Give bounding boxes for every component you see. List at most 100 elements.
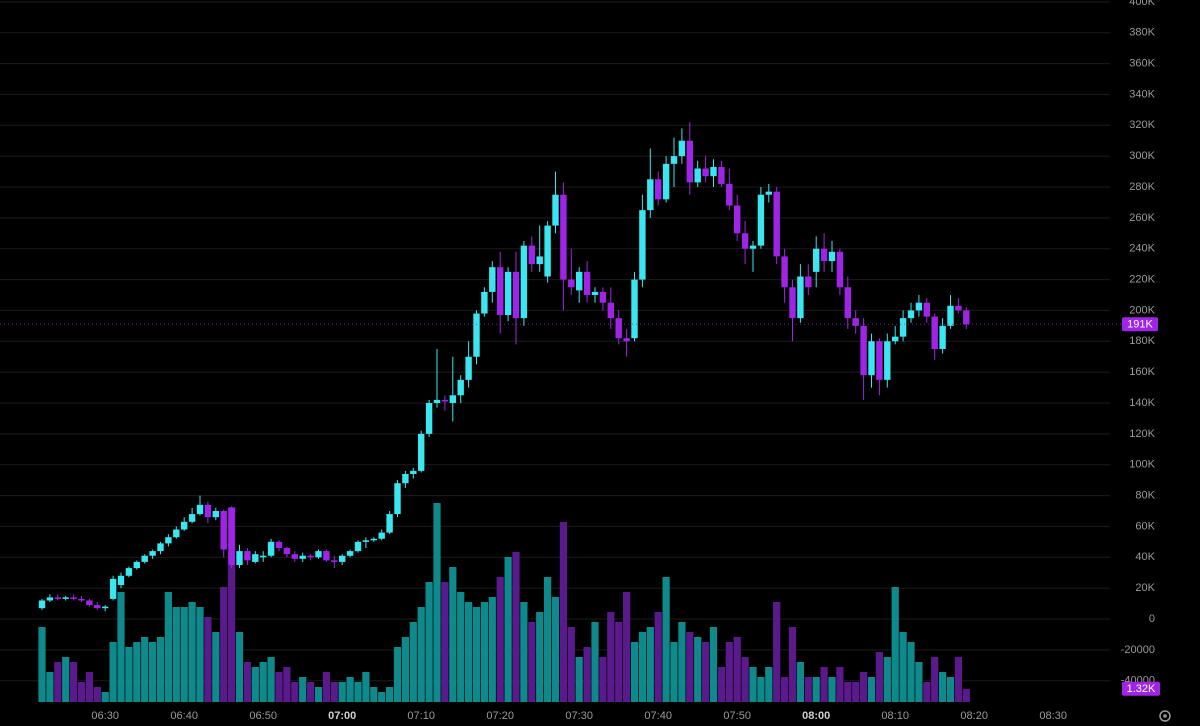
volume-bar: [101, 692, 109, 702]
volume-bar: [62, 657, 70, 702]
volume-bar: [528, 622, 536, 702]
volume-bar: [156, 637, 165, 702]
candle-body: [141, 555, 148, 562]
candle-body: [797, 276, 804, 319]
candle-body: [173, 529, 180, 538]
y-tick-label: 140K: [1129, 397, 1155, 409]
candle-body: [639, 210, 646, 280]
settings-gear-center[interactable]: [1163, 714, 1167, 718]
volume-bar: [623, 592, 631, 702]
candle-body: [188, 514, 196, 522]
last-volume-tag: [1122, 681, 1160, 696]
candle-body: [425, 402, 433, 434]
y-tick-label: 240K: [1129, 243, 1155, 255]
candle-body: [418, 433, 425, 471]
candle-body: [362, 540, 370, 542]
candle-body: [86, 600, 93, 606]
settings-gear[interactable]: [1159, 710, 1171, 722]
candle-body: [718, 166, 725, 184]
volume-bar: [441, 582, 449, 702]
volume-bar: [709, 627, 718, 702]
volume-bar: [70, 662, 78, 702]
candle-body: [868, 341, 875, 376]
candle-body: [228, 507, 235, 565]
volume-bar: [583, 647, 591, 702]
last-volume-label: 1.32K: [1127, 683, 1156, 695]
volume-bar: [702, 642, 710, 702]
y-tick-label: 40K: [1135, 551, 1155, 563]
volume-bar: [109, 642, 117, 702]
candle-body: [291, 554, 298, 559]
candle-body: [109, 578, 117, 599]
y-tick-label: 60K: [1135, 520, 1155, 532]
candle-body: [267, 541, 275, 556]
x-tick-label: 07:10: [407, 710, 435, 722]
volume-bar: [54, 662, 62, 702]
candle-body: [504, 271, 512, 316]
volume-bar: [322, 672, 330, 702]
y-tick-label: 100K: [1129, 459, 1155, 471]
volume-bar: [686, 632, 694, 702]
candle-body: [339, 555, 346, 562]
volume-bar: [820, 667, 828, 702]
volume-bar: [180, 607, 188, 702]
candle-body: [386, 514, 393, 533]
volume-bar: [496, 577, 504, 702]
y-tick-label: 0: [1149, 613, 1155, 625]
candle-body: [117, 575, 125, 586]
volume-bar: [77, 682, 86, 702]
candle-body: [370, 538, 377, 541]
x-tick-label: 08:20: [960, 710, 988, 722]
candle-body: [433, 399, 441, 403]
volume-bar: [860, 672, 868, 702]
candle-body: [204, 504, 212, 518]
volume-bar: [694, 637, 702, 702]
candle-body: [497, 267, 504, 316]
volume-bar: [599, 657, 607, 702]
volume-bar: [449, 567, 457, 702]
candle-body: [694, 168, 701, 183]
volume-bar: [457, 592, 465, 702]
candle-body: [734, 205, 741, 234]
y-tick-label: 320K: [1129, 119, 1155, 131]
y-tick-label: 280K: [1129, 181, 1155, 193]
volume-bar: [346, 677, 354, 702]
candle-body: [591, 291, 599, 295]
volume-bar: [46, 672, 54, 702]
candle-body: [544, 225, 551, 277]
volume-bar: [267, 657, 275, 702]
volume-bar: [551, 597, 560, 702]
volume-bar: [259, 662, 267, 702]
volume-bar: [662, 577, 670, 702]
candle-body: [828, 251, 836, 262]
volume-bar: [141, 637, 149, 702]
volume-bar: [314, 687, 323, 702]
volume-bar: [465, 602, 473, 702]
volume-bar: [291, 682, 299, 702]
volume-bar: [299, 677, 307, 702]
candle-body: [252, 554, 259, 562]
y-tick-label: 400K: [1129, 0, 1155, 8]
volume-bar: [425, 582, 433, 702]
candle-body: [181, 521, 188, 530]
volume-bar: [164, 592, 172, 702]
volume-bar: [378, 692, 386, 702]
volume-bar: [907, 642, 915, 702]
candle-body: [133, 561, 140, 569]
volume-bar: [204, 617, 212, 702]
volume-bar: [338, 682, 346, 702]
y-tick-label: 180K: [1129, 335, 1155, 347]
volume-bar: [946, 677, 955, 702]
candle-body: [244, 551, 251, 561]
settings-icon[interactable]: [1159, 710, 1171, 722]
candles: [38, 122, 970, 612]
volume-bar: [757, 677, 765, 702]
candle-body: [457, 379, 464, 396]
volume-bar: [733, 637, 741, 702]
candle-body: [568, 279, 575, 288]
volume-bar: [544, 577, 552, 702]
candle-body: [528, 245, 535, 265]
candle-body: [907, 310, 915, 319]
